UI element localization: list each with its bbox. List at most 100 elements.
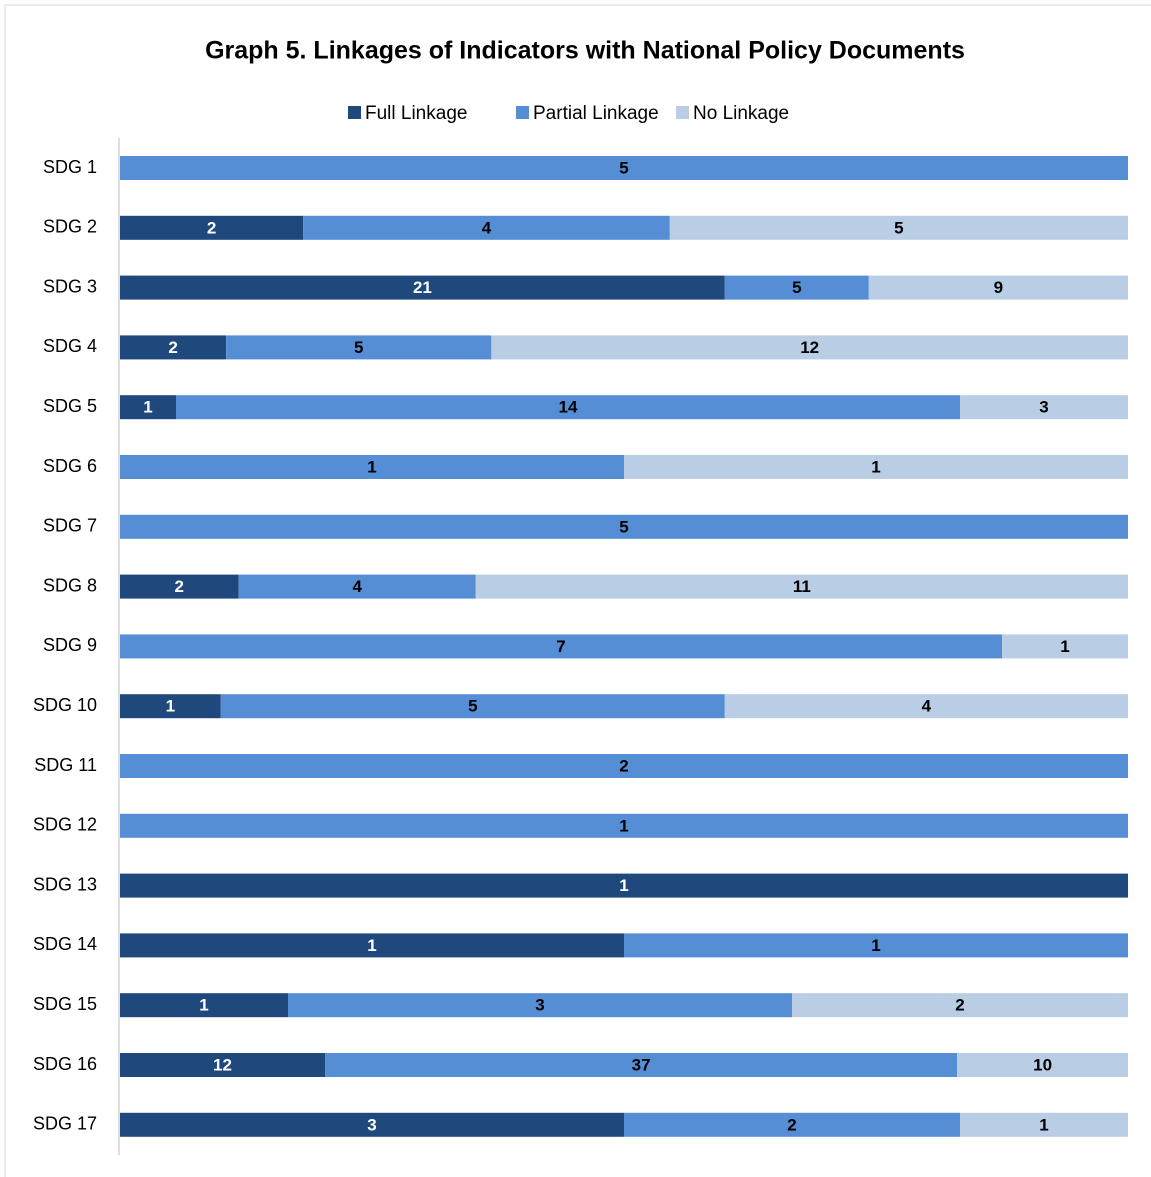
bar-segment — [120, 634, 1002, 659]
bar-segment — [120, 694, 221, 719]
data-label: 4 — [922, 697, 932, 716]
bar-segment — [724, 694, 1128, 719]
y-tick-label: SDG 16 — [33, 1054, 97, 1074]
bar-segment — [960, 1112, 1128, 1137]
bar-segment — [120, 574, 239, 599]
data-label: 1 — [367, 457, 376, 476]
y-tick-label: SDG 7 — [43, 516, 97, 536]
bar-segment — [120, 455, 624, 479]
bar-segment — [220, 694, 725, 719]
bar-segment — [120, 873, 1128, 898]
data-label: 12 — [213, 1055, 232, 1074]
legend-label: Partial Linkage — [533, 103, 659, 124]
data-label: 1 — [367, 936, 376, 955]
data-label: 1 — [143, 398, 152, 417]
bar-segment — [957, 1053, 1128, 1077]
data-label: 5 — [468, 697, 477, 716]
bar-segment — [475, 574, 1128, 599]
data-label: 2 — [787, 1115, 796, 1134]
y-tick-label: SDG 10 — [33, 695, 97, 715]
bar-segment — [491, 335, 1128, 360]
y-tick-label: SDG 6 — [43, 456, 97, 476]
chart-frame — [4, 4, 1151, 1177]
bar-segment — [624, 933, 1128, 958]
data-label: 2 — [175, 577, 184, 596]
bar-segment — [120, 933, 624, 958]
data-label: 9 — [994, 278, 1003, 297]
data-label: 1 — [619, 876, 628, 895]
data-label: 3 — [535, 996, 544, 1015]
legend-swatch — [348, 106, 361, 119]
y-tick-label: SDG 14 — [33, 934, 97, 954]
y-tick-label: SDG 12 — [33, 815, 97, 835]
data-label: 5 — [619, 517, 628, 536]
data-label: 7 — [556, 637, 565, 656]
bar-segment — [288, 993, 792, 1018]
data-label: 11 — [793, 577, 811, 596]
data-label: 1 — [871, 457, 880, 476]
legend-label: Full Linkage — [365, 103, 467, 124]
bar-segment — [960, 395, 1128, 420]
data-label: 1 — [199, 996, 208, 1015]
y-tick-label: SDG 17 — [33, 1114, 97, 1134]
data-label: 1 — [1060, 637, 1069, 656]
y-tick-label: SDG 2 — [43, 217, 97, 237]
data-label: 5 — [354, 338, 363, 357]
bar-segment — [120, 754, 1128, 778]
data-label: 1 — [871, 936, 880, 955]
bar-segment — [724, 275, 869, 300]
data-label: 4 — [352, 577, 362, 596]
data-label: 5 — [792, 278, 801, 297]
bar-segment — [120, 1053, 326, 1077]
bar-segment — [120, 993, 288, 1018]
y-tick-label: SDG 9 — [43, 635, 97, 655]
data-label: 1 — [1039, 1115, 1048, 1134]
data-label: 14 — [559, 398, 578, 417]
data-label: 2 — [207, 218, 216, 237]
bar-segment — [624, 1112, 960, 1137]
data-label: 2 — [619, 756, 628, 775]
y-tick-label: SDG 8 — [43, 575, 97, 595]
chart-title: Graph 5. Linkages of Indicators with Nat… — [205, 37, 965, 65]
bar-segment — [176, 395, 960, 420]
bar-segment — [868, 275, 1128, 300]
bar-segment — [120, 275, 725, 300]
y-tick-label: SDG 5 — [43, 396, 97, 416]
bar-segment — [1002, 634, 1128, 659]
bar-segment — [120, 215, 304, 240]
bar-segment — [120, 514, 1128, 539]
y-tick-label: SDG 13 — [33, 874, 97, 894]
bar-segment — [624, 455, 1128, 479]
y-tick-label: SDG 3 — [43, 276, 97, 296]
bar-segment — [325, 1053, 958, 1077]
bar-segment — [669, 215, 1128, 240]
data-label: 1 — [619, 816, 628, 835]
bar-segment — [226, 335, 492, 360]
data-label: 4 — [482, 218, 492, 237]
data-label: 5 — [894, 218, 903, 237]
bar-segment — [238, 574, 476, 599]
bar-segment — [120, 156, 1128, 180]
data-label: 21 — [413, 278, 432, 297]
bar-segment — [120, 1112, 624, 1137]
data-label: 3 — [1039, 398, 1048, 417]
data-label: 10 — [1033, 1055, 1052, 1074]
y-tick-label: SDG 11 — [34, 755, 97, 775]
bar-segment — [792, 993, 1128, 1018]
legend-swatch — [676, 106, 689, 119]
data-label: 3 — [367, 1115, 376, 1134]
bar-segment — [120, 813, 1128, 838]
data-label: 5 — [619, 158, 628, 177]
y-tick-label: SDG 1 — [43, 157, 97, 177]
legend-swatch — [516, 106, 529, 119]
bar-segment — [303, 215, 670, 240]
data-label: 2 — [955, 996, 964, 1015]
data-label: 2 — [168, 338, 177, 357]
legend-label: No Linkage — [693, 103, 789, 124]
data-label: 37 — [632, 1055, 651, 1074]
bar-segment — [120, 335, 227, 360]
data-label: 12 — [800, 338, 819, 357]
y-tick-label: SDG 4 — [43, 336, 97, 356]
bar-segment — [120, 395, 176, 420]
